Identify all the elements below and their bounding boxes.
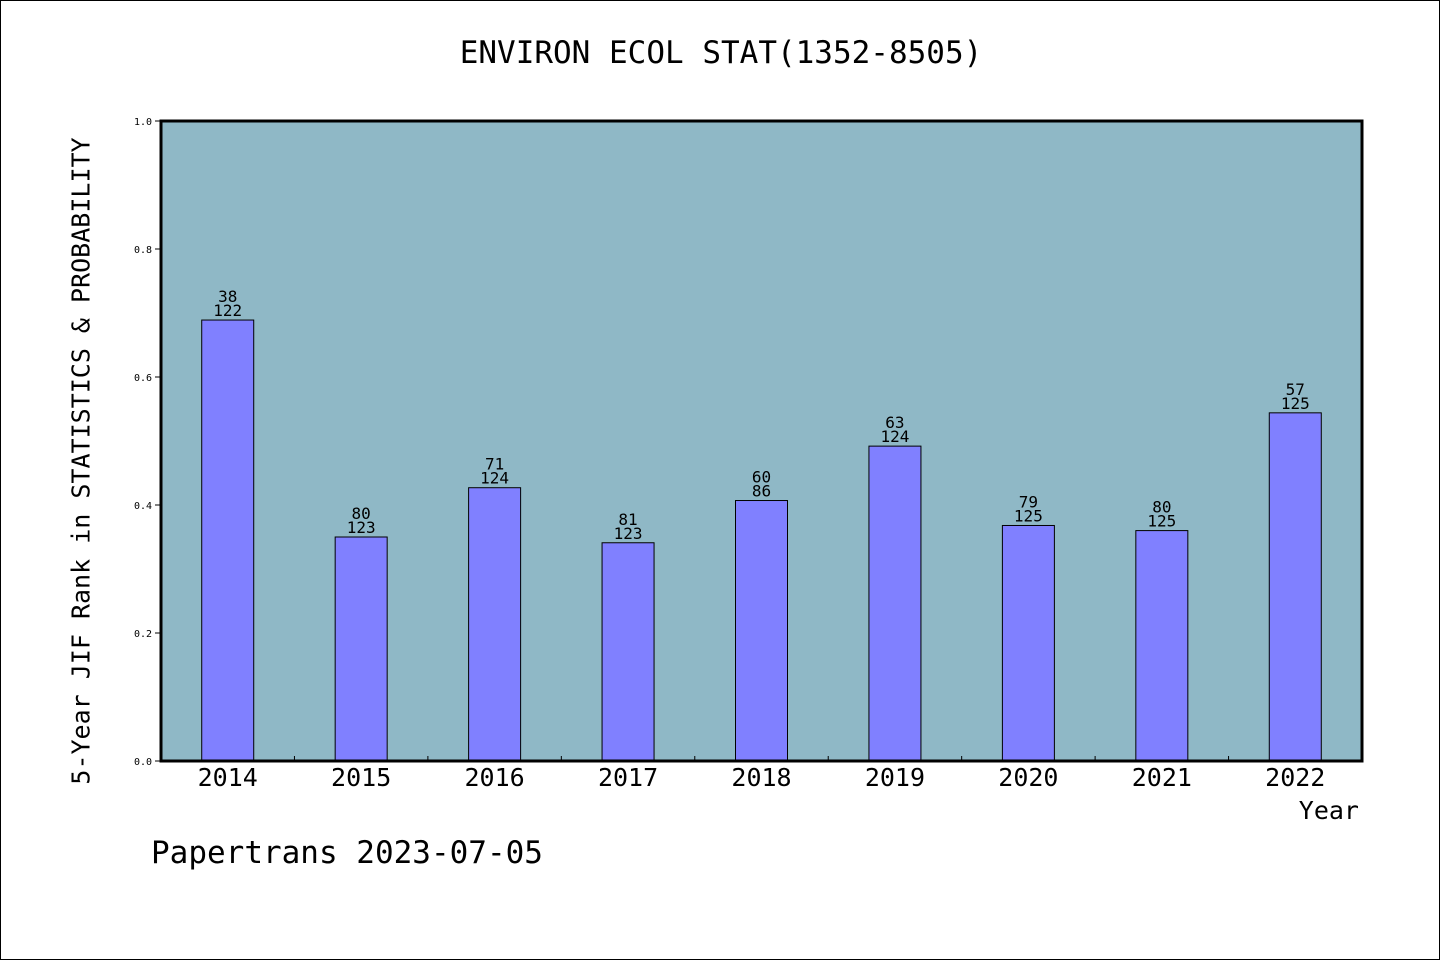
bar-rank-label: 57 — [1286, 380, 1305, 399]
bar-total-label: 125 — [1281, 394, 1310, 413]
x-tick-label: 2016 — [465, 763, 525, 792]
x-tick-label: 2021 — [1132, 763, 1192, 792]
bar-rank-label: 80 — [352, 504, 371, 523]
y-tick-label: 0.2 — [134, 629, 152, 640]
plot-border — [159, 119, 1364, 763]
y-tick-label: 0.8 — [134, 245, 152, 256]
bar-2022 — [1268, 412, 1322, 762]
x-tick-label: 2020 — [998, 763, 1058, 792]
x-tick-label: 2018 — [731, 763, 791, 792]
x-tick-label: 2015 — [331, 763, 391, 792]
bar-total-label: 125 — [1014, 506, 1043, 525]
bar-total-label: 86 — [752, 482, 771, 501]
bar-total-label: 122 — [213, 301, 242, 320]
y-tick-label: 0.4 — [134, 501, 152, 512]
x-tick-label: 2022 — [1265, 763, 1325, 792]
bar-2016 — [468, 487, 522, 762]
x-tick-label: 2014 — [198, 763, 258, 792]
bar-2019 — [868, 445, 922, 762]
bar-rank-label: 79 — [1019, 492, 1038, 511]
bar-rank-label: 63 — [885, 413, 904, 432]
bar-rank-label: 81 — [618, 510, 637, 529]
y-tick-label: 0.6 — [134, 373, 152, 384]
bar-total-label: 124 — [880, 427, 909, 446]
y-tick-label: 1.0 — [134, 117, 152, 128]
x-axis-label: Year — [1298, 796, 1359, 825]
chart-title: ENVIRON ECOL STAT(1352-8505) — [459, 35, 983, 71]
bar-2018 — [735, 500, 788, 762]
bar-rank-label: 60 — [752, 468, 771, 487]
bar-total-label: 123 — [347, 518, 376, 537]
bar-rank-label: 38 — [218, 287, 237, 306]
bar-2015 — [334, 536, 388, 762]
bar-2014 — [201, 319, 255, 762]
bar-rank-label: 80 — [1152, 498, 1171, 517]
bar-total-label: 125 — [1147, 512, 1176, 531]
bar-total-label: 123 — [614, 524, 643, 543]
bar-total-label: 124 — [480, 469, 509, 488]
bar-2020 — [1001, 524, 1055, 762]
x-tick-label: 2019 — [865, 763, 925, 792]
x-tick-label: 2017 — [598, 763, 658, 792]
bar-2017 — [601, 542, 655, 762]
bar-rank-label: 71 — [485, 455, 504, 474]
y-tick-label: 0.0 — [134, 757, 152, 768]
bar-2021 — [1135, 530, 1189, 762]
footer-credit: Papertrans 2023-07-05 — [151, 835, 543, 871]
